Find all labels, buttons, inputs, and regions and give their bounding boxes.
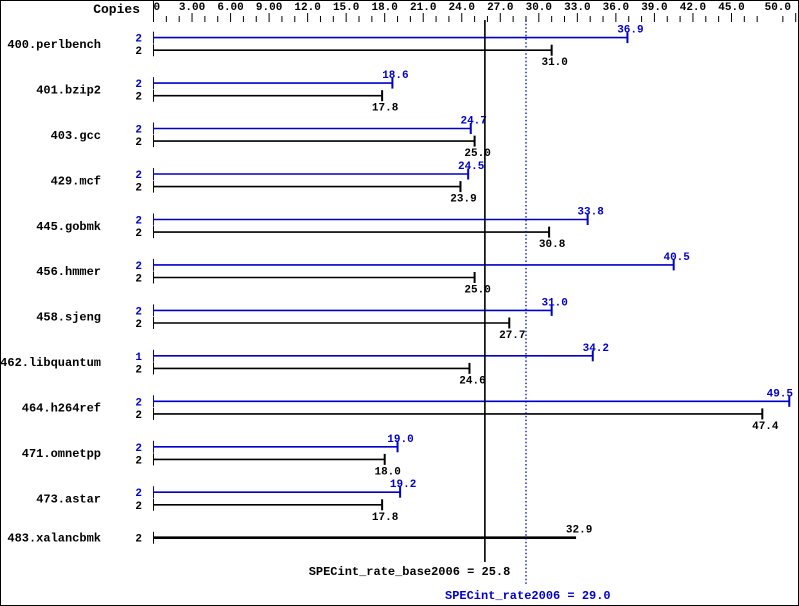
svg-text:18.0: 18.0: [371, 2, 397, 14]
svg-text:2: 2: [135, 455, 142, 467]
svg-text:483.xalancbmk: 483.xalancbmk: [7, 532, 101, 546]
svg-text:2: 2: [135, 34, 142, 46]
svg-text:18.0: 18.0: [374, 466, 400, 478]
svg-text:2: 2: [135, 137, 142, 149]
svg-text:23.9: 23.9: [450, 194, 476, 206]
svg-text:2: 2: [135, 125, 142, 137]
svg-text:27.7: 27.7: [499, 330, 525, 342]
svg-text:2: 2: [135, 397, 142, 409]
svg-text:27.0: 27.0: [487, 2, 513, 14]
svg-text:2: 2: [135, 501, 142, 513]
svg-text:2: 2: [135, 443, 142, 455]
svg-text:1: 1: [135, 352, 142, 364]
svg-text:445.gobmk: 445.gobmk: [36, 220, 101, 234]
svg-text:401.bzip2: 401.bzip2: [36, 83, 101, 97]
svg-text:2: 2: [135, 319, 142, 331]
svg-text:21.0: 21.0: [410, 2, 436, 14]
svg-text:24.5: 24.5: [458, 161, 485, 173]
svg-text:24.6: 24.6: [459, 375, 485, 387]
svg-text:50.0: 50.0: [765, 2, 791, 14]
svg-text:12.0: 12.0: [294, 2, 320, 14]
svg-text:33.0: 33.0: [564, 2, 590, 14]
svg-text:0: 0: [154, 2, 161, 14]
svg-text:36.9: 36.9: [617, 25, 643, 37]
svg-text:2: 2: [135, 46, 142, 58]
svg-text:19.2: 19.2: [390, 479, 416, 491]
svg-text:400.perlbench: 400.perlbench: [7, 38, 101, 52]
svg-text:32.9: 32.9: [566, 525, 592, 537]
svg-text:SPECint_rate_base2006 = 25.8: SPECint_rate_base2006 = 25.8: [309, 565, 511, 579]
svg-text:2: 2: [135, 92, 142, 104]
svg-text:19.0: 19.0: [387, 434, 413, 446]
svg-text:15.0: 15.0: [333, 2, 359, 14]
svg-text:473.astar: 473.astar: [36, 493, 101, 507]
svg-text:49.5: 49.5: [767, 388, 794, 400]
svg-text:471.omnetpp: 471.omnetpp: [22, 447, 101, 461]
svg-text:2: 2: [135, 274, 142, 286]
svg-text:2: 2: [135, 183, 142, 195]
svg-text:25.0: 25.0: [464, 285, 490, 297]
svg-text:2: 2: [135, 261, 142, 273]
svg-text:2: 2: [135, 216, 142, 228]
svg-text:36.0: 36.0: [603, 2, 629, 14]
svg-text:3.00: 3.00: [179, 2, 205, 14]
svg-text:17.8: 17.8: [372, 103, 399, 115]
svg-text:2: 2: [135, 410, 142, 422]
svg-text:30.0: 30.0: [526, 2, 552, 14]
svg-text:2: 2: [135, 534, 142, 546]
svg-text:47.4: 47.4: [752, 421, 779, 433]
svg-text:34.2: 34.2: [583, 343, 609, 355]
svg-text:31.0: 31.0: [541, 297, 567, 309]
svg-text:24.7: 24.7: [460, 116, 486, 128]
svg-text:2: 2: [135, 306, 142, 318]
svg-text:429.mcf: 429.mcf: [51, 174, 101, 188]
svg-text:464.h264ref: 464.h264ref: [22, 402, 101, 416]
svg-text:2: 2: [135, 488, 142, 500]
svg-text:24.0: 24.0: [449, 2, 475, 14]
svg-text:40.5: 40.5: [663, 252, 690, 264]
svg-text:6.00: 6.00: [217, 2, 243, 14]
svg-text:18.6: 18.6: [382, 70, 408, 82]
svg-text:2: 2: [135, 170, 142, 182]
svg-text:9.00: 9.00: [256, 2, 282, 14]
svg-text:42.0: 42.0: [680, 2, 706, 14]
svg-text:Copies: Copies: [93, 2, 140, 17]
svg-text:462.libquantum: 462.libquantum: [0, 356, 101, 370]
svg-text:458.sjeng: 458.sjeng: [36, 311, 101, 325]
svg-text:31.0: 31.0: [541, 57, 567, 69]
svg-text:SPECint_rate2006 = 29.0: SPECint_rate2006 = 29.0: [445, 589, 611, 603]
svg-text:33.8: 33.8: [577, 207, 604, 219]
svg-text:25.0: 25.0: [464, 148, 490, 160]
svg-text:456.hmmer: 456.hmmer: [36, 265, 101, 279]
svg-text:2: 2: [135, 364, 142, 376]
svg-text:30.8: 30.8: [539, 239, 566, 251]
svg-text:2: 2: [135, 228, 142, 240]
svg-text:45.0: 45.0: [718, 2, 744, 14]
svg-text:17.8: 17.8: [372, 512, 399, 524]
svg-text:2: 2: [135, 79, 142, 91]
svg-text:403.gcc: 403.gcc: [51, 129, 101, 143]
svg-text:39.0: 39.0: [641, 2, 667, 14]
